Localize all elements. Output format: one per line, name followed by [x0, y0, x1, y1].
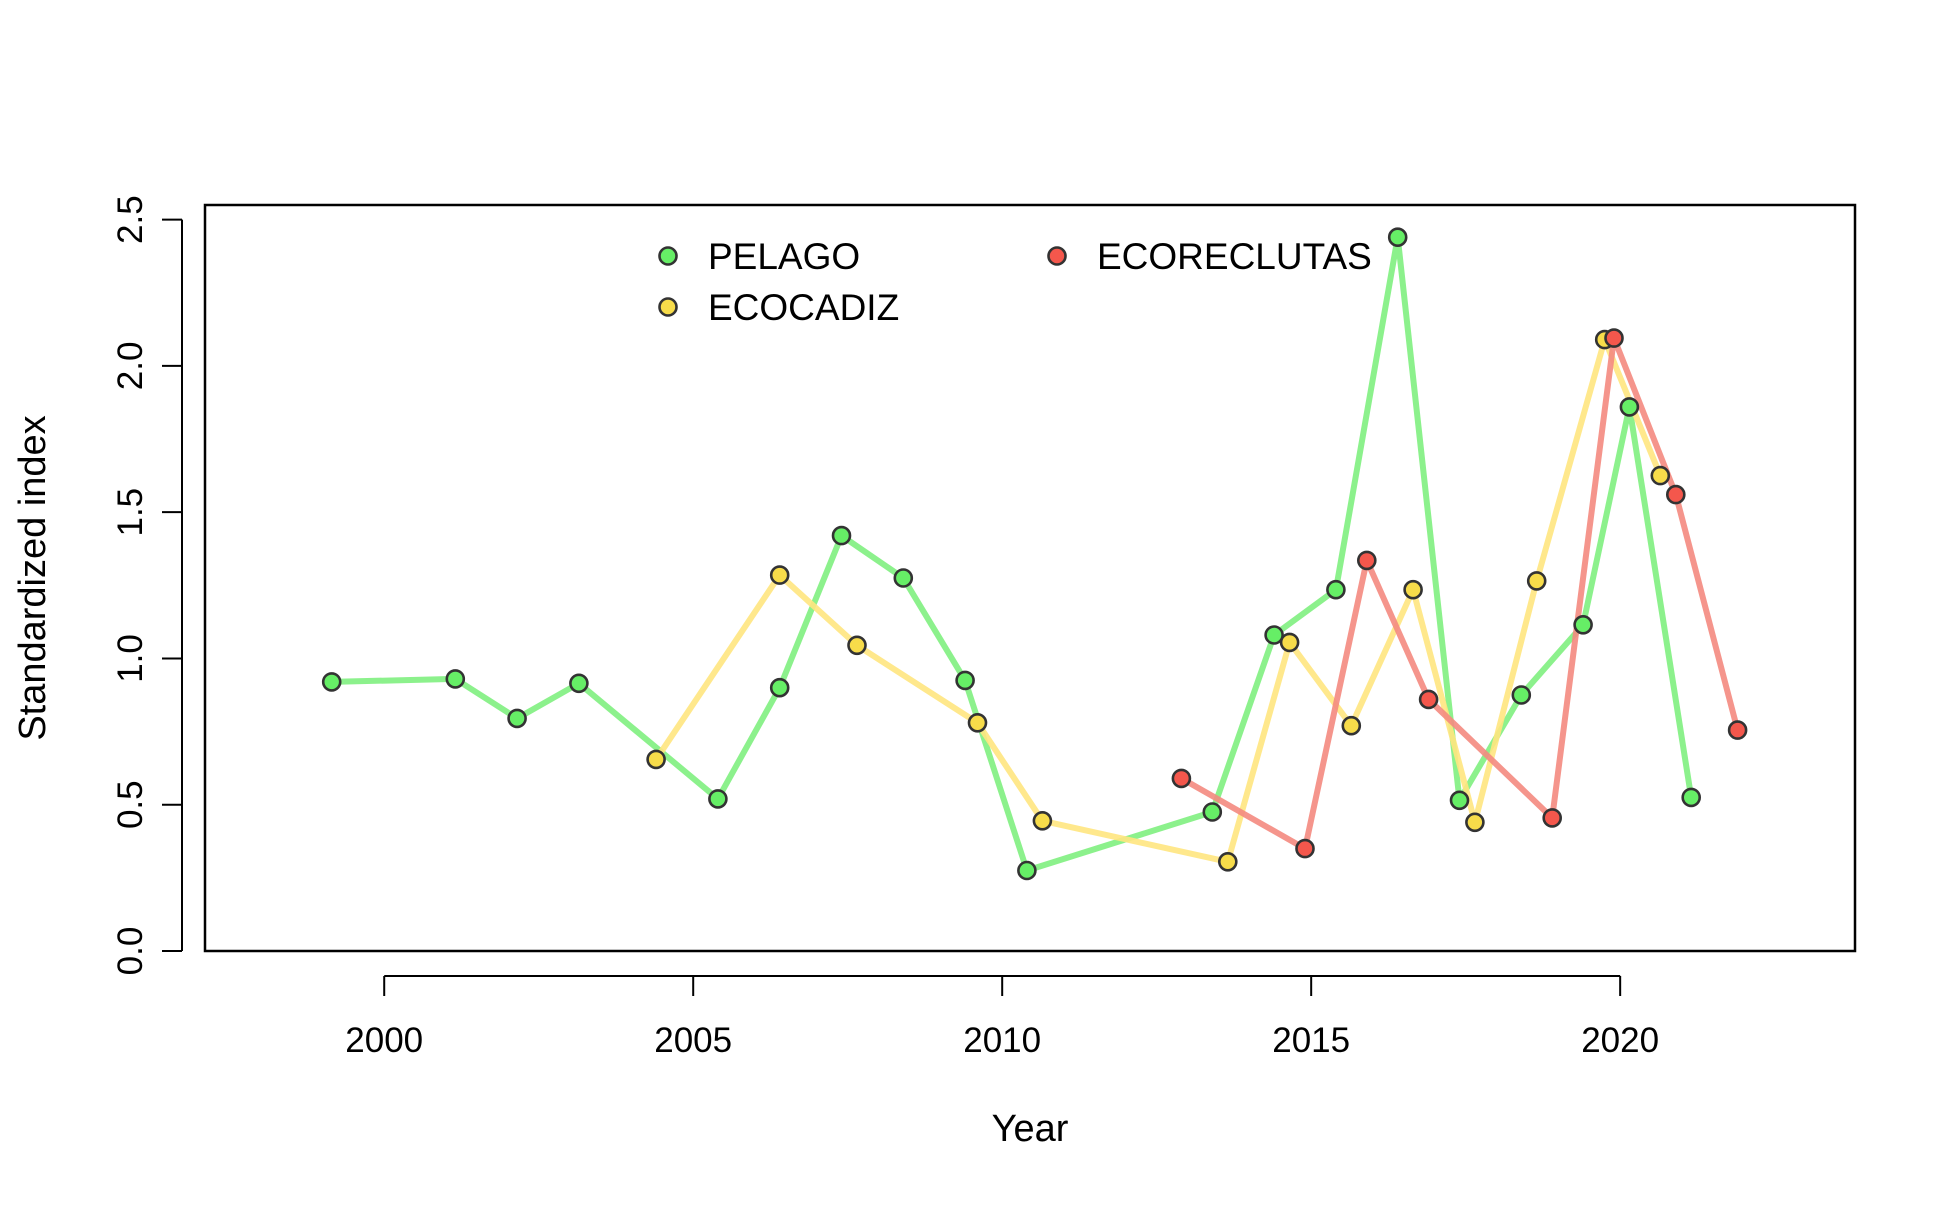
- legend: PELAGO ECOCADIZ ECORECLUTAS: [658, 236, 1372, 328]
- data-point-pelago: [445, 669, 466, 689]
- data-point-ecocadiz: [967, 712, 988, 733]
- y-tick-label: 0.5: [111, 780, 150, 829]
- data-point-ecocadiz: [1032, 810, 1053, 831]
- data-point-ecocadiz: [1526, 571, 1547, 591]
- data-point-ecoreclutas: [1418, 689, 1439, 710]
- data-point-pelago: [955, 670, 975, 691]
- y-tick-label: 2.5: [111, 195, 150, 244]
- legend-marker: [658, 297, 678, 317]
- data-point-pelago: [1264, 625, 1284, 645]
- x-tick-label: 2015: [1272, 1021, 1350, 1060]
- data-point-pelago: [1017, 860, 1037, 881]
- data-point-ecoreclutas: [1604, 328, 1624, 348]
- series-points: [321, 227, 1748, 881]
- data-point-ecocadiz: [646, 749, 666, 770]
- data-point-pelago: [1387, 227, 1408, 247]
- data-point-ecocadiz: [1341, 715, 1362, 736]
- data-point-pelago: [1681, 787, 1701, 808]
- data-point-pelago: [708, 789, 728, 809]
- y-axis: 0.0 0.5 1.0 1.5 2.0 2.5: [111, 195, 183, 976]
- data-point-ecoreclutas: [1666, 484, 1686, 505]
- series-lines: [328, 234, 1741, 874]
- x-axis-label: Year: [992, 1108, 1069, 1150]
- data-point-ecocadiz: [847, 635, 867, 656]
- legend-marker: [658, 246, 678, 266]
- legend-label: ECOCADIZ: [708, 287, 899, 328]
- data-point-pelago: [831, 525, 852, 546]
- x-tick-label: 2020: [1581, 1021, 1659, 1060]
- data-point-ecoreclutas: [1295, 838, 1315, 859]
- data-point-ecoreclutas: [1727, 720, 1748, 740]
- data-point-ecocadiz: [1465, 812, 1485, 833]
- data-point-pelago: [1619, 397, 1640, 417]
- data-point-ecocadiz: [769, 565, 790, 585]
- legend-label: PELAGO: [708, 236, 860, 277]
- data-point-pelago: [569, 673, 589, 694]
- data-point-ecocadiz: [1650, 465, 1671, 486]
- data-point-ecoreclutas: [1357, 550, 1377, 571]
- legend-marker: [1047, 246, 1067, 266]
- data-point-pelago: [1326, 579, 1346, 600]
- data-point-ecocadiz: [1403, 579, 1423, 600]
- data-point-ecocadiz: [1279, 632, 1300, 653]
- x-tick-label: 2005: [654, 1021, 732, 1060]
- y-tick-label: 1.0: [111, 634, 150, 683]
- y-tick-label: 0.0: [111, 927, 150, 976]
- data-point-ecoreclutas: [1171, 768, 1192, 789]
- x-tick-label: 2000: [345, 1021, 423, 1060]
- data-point-ecocadiz: [1218, 851, 1238, 872]
- data-point-pelago: [893, 568, 914, 588]
- y-tick-label: 1.5: [111, 488, 150, 537]
- data-point-pelago: [1573, 614, 1593, 635]
- series-layer: [321, 227, 1748, 881]
- data-point-pelago: [769, 677, 790, 698]
- data-point-pelago: [1202, 802, 1223, 822]
- x-axis: 2000 2005 2010 2015 2020: [345, 975, 1659, 1060]
- data-point-pelago: [507, 708, 527, 729]
- series-line-ecocadiz: [653, 336, 1664, 865]
- x-tick-label: 2010: [963, 1021, 1041, 1060]
- plot-frame: [203, 203, 1857, 953]
- data-point-pelago: [321, 672, 342, 692]
- data-point-pelago: [1511, 685, 1532, 705]
- data-point-pelago: [1449, 790, 1470, 811]
- legend-label: ECORECLUTAS: [1097, 236, 1372, 277]
- y-axis-label: Standardized index: [12, 415, 54, 740]
- y-tick-label: 2.0: [111, 342, 150, 391]
- data-point-ecoreclutas: [1542, 808, 1562, 828]
